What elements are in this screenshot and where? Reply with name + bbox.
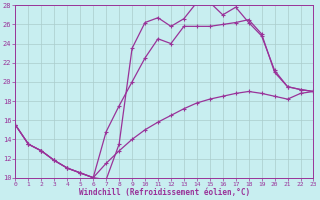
X-axis label: Windchill (Refroidissement éolien,°C): Windchill (Refroidissement éolien,°C) — [79, 188, 250, 197]
